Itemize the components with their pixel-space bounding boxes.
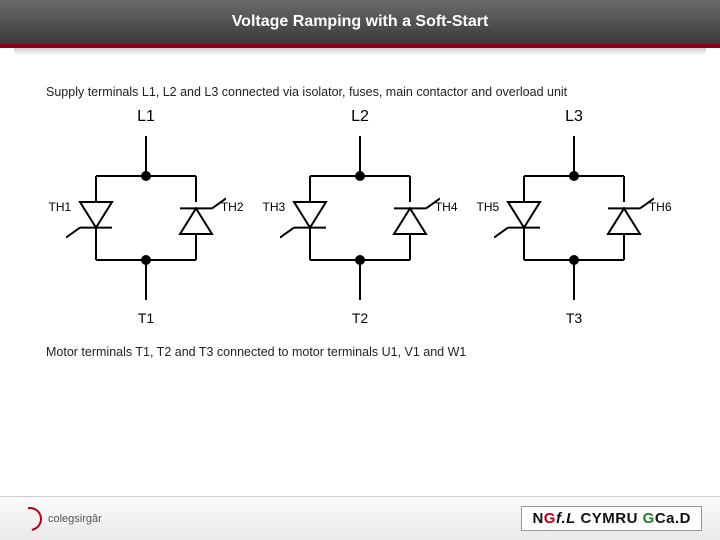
brand-N: N <box>532 510 543 527</box>
slide-header: Voltage Ramping with a Soft-Start <box>0 0 720 48</box>
footer-logo-right: NGf.L CYMRU GCa.D <box>521 506 702 531</box>
phase-block: L2 TH3 TH4 T2 <box>260 108 460 326</box>
brand-fl: f.L <box>556 510 576 527</box>
brand-cymru: CYMRU <box>580 510 638 527</box>
brand-G-red: G <box>544 510 556 527</box>
phase-svg <box>66 128 226 308</box>
swirl-icon <box>13 502 46 535</box>
header-shadow <box>14 48 705 56</box>
phase-bottom-label: T2 <box>352 310 368 326</box>
phase-top-label: L1 <box>137 108 155 126</box>
circuit-diagram: L1 TH1 TH2 T1 L2 <box>46 108 674 326</box>
slide-content: Supply terminals L1, L2 and L3 connected… <box>0 56 720 361</box>
phase-top-label: L2 <box>351 108 369 126</box>
phase-svg <box>280 128 440 308</box>
phase-bottom-label: T1 <box>138 310 154 326</box>
intro-text: Supply terminals L1, L2 and L3 connected… <box>46 84 674 102</box>
phase-block: L1 TH1 TH2 T1 <box>46 108 246 326</box>
phase-block: L3 TH5 TH6 T3 <box>474 108 674 326</box>
outro-text: Motor terminals T1, T2 and T3 connected … <box>46 344 674 362</box>
slide-footer: colegsirgâr NGf.L CYMRU GCa.D <box>0 496 720 540</box>
phase-svg <box>494 128 654 308</box>
phase-top-label: L3 <box>565 108 583 126</box>
slide-title: Voltage Ramping with a Soft-Start <box>232 13 489 31</box>
brand-cad: Ca.D <box>655 510 691 527</box>
left-brand-text: colegsirgâr <box>48 513 102 525</box>
footer-logo-left: colegsirgâr <box>18 507 102 531</box>
brand-G-green: G <box>643 510 655 527</box>
phase-bottom-label: T3 <box>566 310 582 326</box>
